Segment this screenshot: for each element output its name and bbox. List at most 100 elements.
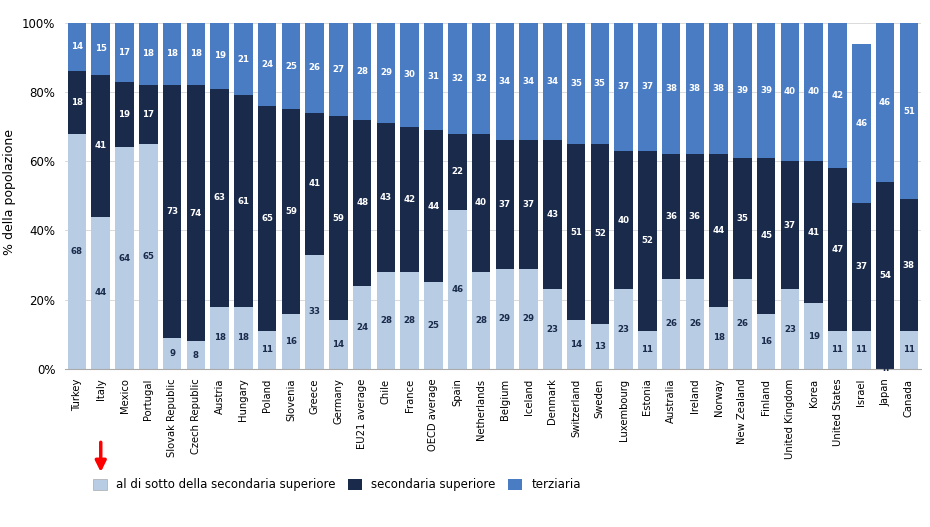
Text: 17: 17	[118, 47, 130, 57]
Text: 18: 18	[214, 333, 226, 342]
Text: 32: 32	[451, 74, 463, 83]
Bar	[543, 23, 562, 140]
Bar	[829, 23, 847, 168]
Text: 59: 59	[285, 207, 297, 216]
Bar	[377, 23, 395, 123]
Bar	[401, 272, 419, 369]
Text: 19: 19	[808, 331, 819, 340]
Text: 18: 18	[237, 333, 249, 342]
Text: 38: 38	[689, 84, 701, 93]
Text: 28: 28	[356, 67, 368, 76]
Text: 30: 30	[404, 70, 416, 79]
Bar	[163, 85, 181, 338]
Bar	[496, 269, 514, 369]
Text: 23: 23	[618, 325, 630, 334]
Bar	[496, 140, 514, 269]
Bar	[448, 133, 467, 210]
Text: 33: 33	[309, 307, 321, 316]
Bar	[472, 133, 490, 272]
Bar	[305, 113, 324, 255]
Text: 23: 23	[546, 325, 558, 334]
Bar	[352, 120, 371, 286]
Text: 36: 36	[665, 212, 677, 221]
Text: 22: 22	[451, 167, 463, 176]
Text: 52: 52	[642, 236, 653, 245]
Bar	[115, 23, 134, 82]
Text: 64: 64	[118, 253, 130, 262]
Bar	[210, 307, 229, 369]
Bar	[615, 289, 633, 369]
Bar	[519, 23, 538, 140]
Bar	[566, 320, 585, 369]
Text: 21: 21	[237, 55, 249, 64]
Text: 40: 40	[618, 216, 630, 225]
Text: 37: 37	[642, 82, 654, 91]
Bar	[234, 23, 253, 95]
Text: 34: 34	[523, 77, 535, 86]
Bar	[234, 307, 253, 369]
Text: 18: 18	[142, 50, 154, 58]
Bar	[163, 338, 181, 369]
Bar	[329, 116, 348, 320]
Text: 41: 41	[95, 141, 107, 150]
Bar	[804, 161, 823, 303]
Bar	[139, 85, 157, 144]
Bar	[733, 279, 751, 369]
Text: 35: 35	[570, 79, 582, 88]
Text: 18: 18	[166, 50, 178, 58]
Bar	[638, 23, 657, 151]
Bar	[662, 23, 681, 154]
Bar	[258, 23, 276, 106]
Text: 38: 38	[665, 84, 677, 93]
Text: 43: 43	[546, 210, 558, 219]
Text: 40: 40	[784, 87, 796, 96]
Text: 65: 65	[142, 252, 154, 261]
Text: 19: 19	[118, 110, 130, 119]
Text: 32: 32	[475, 74, 487, 83]
Text: 14: 14	[570, 340, 582, 349]
Bar	[91, 23, 110, 75]
Bar	[899, 331, 918, 369]
Bar	[472, 23, 490, 133]
Text: 29: 29	[380, 69, 392, 77]
Text: 38: 38	[903, 260, 915, 269]
Bar	[210, 89, 229, 307]
Text: 25: 25	[428, 321, 439, 330]
Text: 37: 37	[523, 200, 535, 209]
Text: 44: 44	[95, 288, 107, 297]
Bar	[615, 151, 633, 289]
Bar	[68, 23, 86, 71]
Text: 61: 61	[237, 197, 249, 206]
Bar	[282, 23, 300, 109]
Text: 39: 39	[760, 86, 772, 95]
Text: 46: 46	[879, 98, 891, 107]
Text: 37: 37	[498, 200, 511, 209]
Bar	[210, 23, 229, 89]
Bar	[899, 23, 918, 199]
Bar	[829, 168, 847, 331]
Bar	[662, 154, 681, 279]
Bar	[638, 151, 657, 331]
Bar	[472, 272, 490, 369]
Bar	[448, 210, 467, 369]
Bar	[615, 23, 633, 151]
Bar	[139, 144, 157, 369]
Text: 73: 73	[166, 207, 179, 216]
Text: 26: 26	[689, 319, 701, 328]
Bar	[187, 341, 206, 369]
Text: 17: 17	[142, 110, 154, 119]
Bar	[187, 85, 206, 341]
Text: 46: 46	[451, 285, 463, 294]
Bar	[424, 23, 443, 130]
Text: 26: 26	[665, 319, 677, 328]
Bar	[424, 282, 443, 369]
Bar	[91, 75, 110, 217]
Text: 51: 51	[570, 228, 582, 237]
Text: 16: 16	[285, 337, 297, 346]
Text: 51: 51	[903, 106, 915, 115]
Text: 39: 39	[737, 86, 749, 95]
Text: 8: 8	[193, 350, 199, 359]
Bar	[591, 144, 609, 324]
Bar	[876, 182, 895, 369]
Text: 11: 11	[642, 345, 654, 354]
